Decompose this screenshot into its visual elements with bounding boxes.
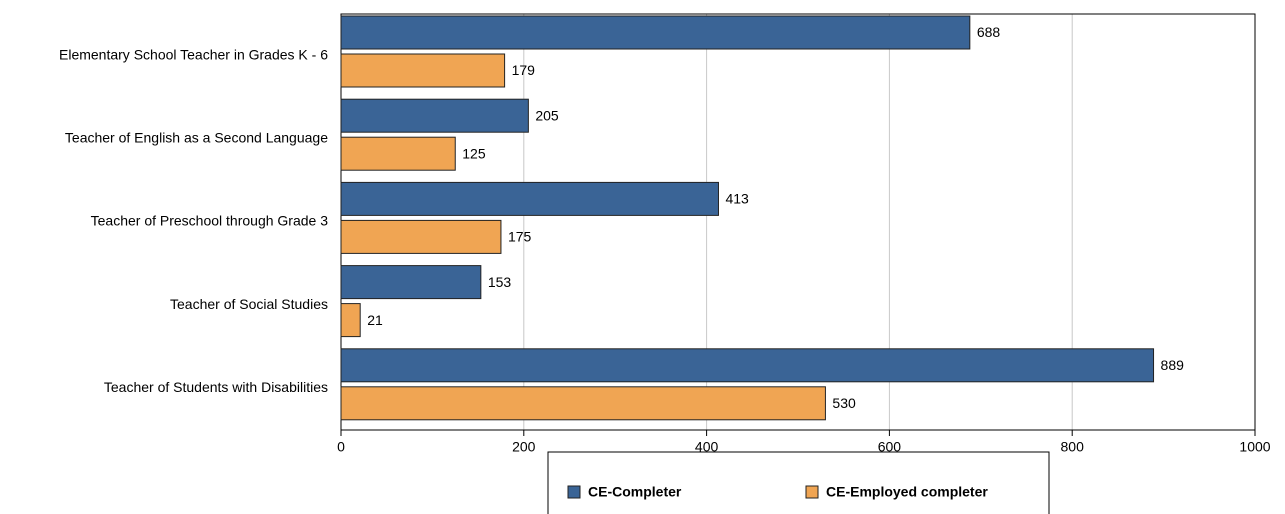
bar [340,219,502,254]
legend-swatch [805,485,819,499]
bar [340,303,361,338]
bar [340,386,826,421]
data-label: 153 [488,274,512,290]
x-tick-label: 600 [878,439,902,455]
bar [340,53,506,88]
data-label: 175 [508,229,532,245]
data-label: 688 [977,24,1001,40]
bar [340,265,482,300]
legend-text: CE-Completer [588,484,682,500]
data-label: 179 [512,62,536,78]
legend-swatch [567,485,581,499]
bar [340,15,971,50]
y-tick-label: Teacher of Preschool through Grade 3 [91,213,329,229]
y-tick-label: Teacher of Social Studies [170,296,328,312]
x-tick-label: 1000 [1239,439,1270,455]
legend-box [547,451,1050,514]
x-tick-label: 400 [695,439,719,455]
data-label: 205 [535,107,559,123]
bar [340,98,529,133]
bar [340,181,719,216]
data-label: 530 [832,395,856,411]
y-tick-label: Teacher of Students with Disabilities [104,379,328,395]
x-tick-label: 200 [512,439,536,455]
x-tick-label: 0 [337,439,345,455]
y-tick-label: Elementary School Teacher in Grades K - … [59,46,328,62]
data-label: 413 [725,191,749,207]
data-label: 889 [1161,357,1185,373]
y-tick-label: Teacher of English as a Second Language [65,130,328,146]
data-label: 125 [462,145,486,161]
bar [340,136,456,171]
x-tick-label: 800 [1061,439,1085,455]
legend-text: CE-Employed completer [826,484,988,500]
data-label: 21 [367,312,383,328]
bar [340,348,1155,383]
